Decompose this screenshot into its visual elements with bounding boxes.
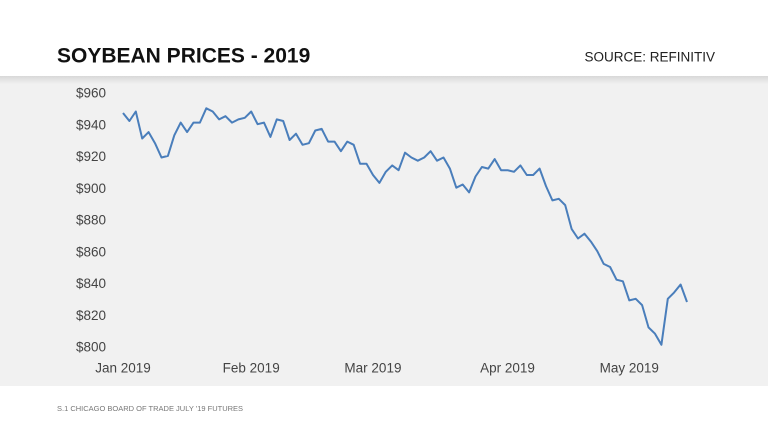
x-tick-label: May 2019 bbox=[600, 361, 659, 376]
band-shadow bbox=[0, 76, 768, 84]
price-line bbox=[122, 107, 688, 346]
footnote: S.1 CHICAGO BOARD OF TRADE JULY '19 FUTU… bbox=[57, 404, 243, 413]
x-tick-label: Jan 2019 bbox=[95, 361, 151, 376]
y-tick-label: $960 bbox=[76, 86, 106, 101]
x-tick-label: Feb 2019 bbox=[223, 361, 280, 376]
source: SOURCE: REFINITIV bbox=[584, 50, 715, 65]
y-tick-label: $820 bbox=[76, 308, 106, 323]
x-tick-label: Mar 2019 bbox=[344, 361, 401, 376]
y-tick-label: $880 bbox=[76, 213, 106, 228]
y-tick-label: $940 bbox=[76, 117, 106, 132]
y-tick-label: $840 bbox=[76, 276, 106, 291]
x-tick-label: Apr 2019 bbox=[480, 361, 535, 376]
y-tick-label: $860 bbox=[76, 244, 106, 259]
y-tick-label: $900 bbox=[76, 181, 106, 196]
plot-band bbox=[0, 76, 768, 386]
y-tick-label: $920 bbox=[76, 149, 106, 164]
chart-title: SOYBEAN PRICES - 2019 bbox=[57, 45, 310, 68]
y-tick-label: $800 bbox=[76, 340, 106, 355]
